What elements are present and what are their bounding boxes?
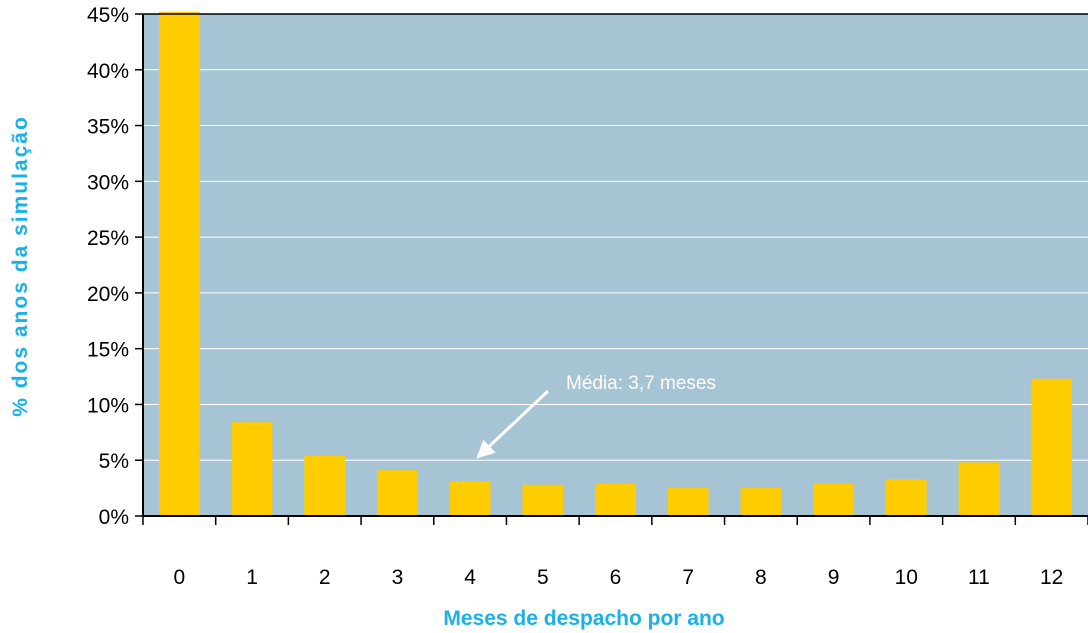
x-tick-label: 7	[682, 566, 694, 589]
y-tick-label: 45%	[87, 4, 129, 27]
bar	[522, 484, 564, 516]
bar	[304, 455, 346, 516]
bars	[158, 11, 1073, 516]
bar	[885, 479, 927, 516]
x-axis-title: Meses de despacho por ano	[443, 607, 724, 630]
x-tick-label: 2	[319, 566, 331, 589]
x-tick-label: 1	[246, 566, 258, 589]
bar	[1031, 378, 1073, 516]
y-tick-label: 20%	[87, 283, 129, 306]
bar	[449, 481, 491, 516]
axes	[135, 13, 1088, 525]
bar	[740, 488, 782, 516]
x-tick-label: 9	[828, 566, 840, 589]
y-tick-label: 10%	[87, 394, 129, 417]
y-axis-title: % dos anos da simulação	[9, 115, 32, 417]
bar	[958, 462, 1000, 516]
plot-area	[143, 14, 1088, 516]
annotation-text: Média: 3,7 meses	[566, 373, 716, 394]
bar	[231, 422, 273, 516]
y-tick-label: 35%	[87, 116, 129, 139]
x-tick-label: 8	[755, 566, 767, 589]
y-tick-label: 25%	[87, 227, 129, 250]
y-tick-label: 40%	[87, 60, 129, 83]
bar	[595, 483, 636, 516]
bar	[813, 483, 854, 516]
bar	[158, 11, 200, 516]
bar	[667, 488, 709, 516]
x-tick-label: 5	[537, 566, 549, 589]
annotation-arrow	[476, 389, 550, 459]
x-tick-label: 0	[174, 566, 186, 589]
x-tick-label: 6	[610, 566, 622, 589]
x-tick-labels: 0 1 2 3 4 5 6 7 8 9 10 11 12	[174, 566, 1064, 589]
y-tick-label: 5%	[99, 450, 129, 473]
y-tick-label: 0%	[99, 506, 129, 529]
bar	[377, 470, 418, 516]
x-tick-label: 4	[464, 566, 476, 589]
y-tick-labels: 0% 5% 10% 15% 20% 25% 30% 35% 40% 45%	[87, 4, 129, 529]
y-tick-label: 30%	[87, 171, 129, 194]
y-tick-label: 15%	[87, 339, 129, 362]
x-tick-label: 3	[392, 566, 404, 589]
x-tick-label: 12	[1040, 566, 1063, 589]
x-tick-label: 10	[895, 566, 918, 589]
x-tick-label: 11	[968, 566, 990, 589]
